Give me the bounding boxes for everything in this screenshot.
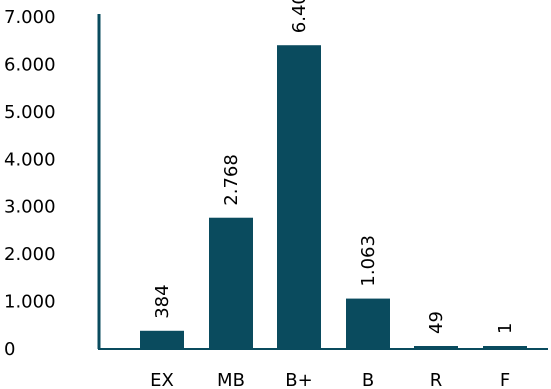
bar-data-label: 2.768 — [221, 154, 242, 206]
bar-data-label: 384 — [152, 284, 173, 318]
bar-ex — [140, 330, 184, 349]
bar-data-label: 1 — [495, 323, 516, 334]
bar-r — [414, 346, 458, 349]
y-tick-label: 2.000 — [4, 244, 56, 265]
x-tick-label: B — [362, 370, 374, 389]
bar-data-labels: 384 2.768 6.405 1.063 49 1 — [152, 0, 516, 334]
y-tick-label: 5.000 — [4, 102, 56, 123]
y-tick-label: 7.000 — [4, 7, 56, 28]
x-axis-tick-labels: EX MB B+ B R F — [150, 370, 510, 389]
x-tick-label: MB — [217, 370, 245, 389]
x-tick-label: B+ — [285, 370, 312, 389]
bar-mb — [209, 217, 253, 349]
y-tick-label: 4.000 — [4, 149, 56, 170]
bar-b — [346, 298, 390, 349]
x-tick-label: F — [500, 370, 510, 389]
y-tick-label: 3.000 — [4, 197, 56, 218]
bar-data-label: 6.405 — [289, 0, 310, 33]
bar-data-label: 49 — [426, 311, 447, 334]
y-tick-label: 6.000 — [4, 54, 56, 75]
x-tick-label: R — [430, 370, 443, 389]
y-tick-label: 0 — [4, 339, 15, 360]
bar-f — [483, 346, 527, 349]
x-tick-label: EX — [150, 370, 174, 389]
y-tick-label: 1.000 — [4, 292, 56, 313]
y-axis-tick-labels: 0 1.000 2.000 3.000 4.000 5.000 6.000 7.000 — [4, 7, 56, 360]
bar-b-plus — [277, 45, 321, 349]
bar-data-label: 1.063 — [358, 235, 379, 287]
bars — [140, 45, 527, 349]
